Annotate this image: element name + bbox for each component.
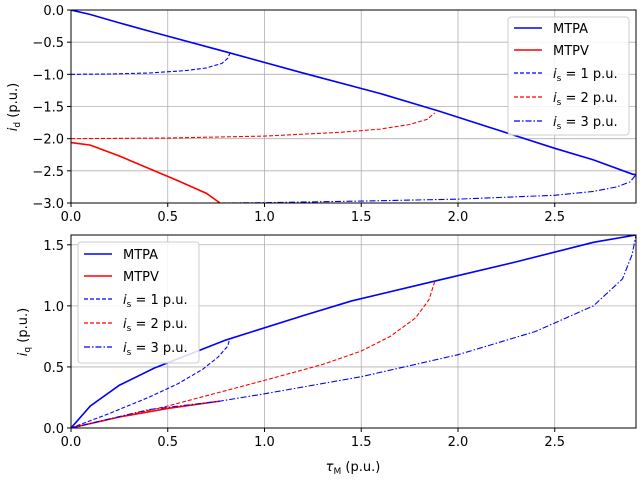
legend-is3-label: is = 3 p.u. <box>553 115 618 132</box>
id-series-group <box>71 10 636 203</box>
iq-legend: MTPA MTPV is = 1 p.u. is = 2 p.u. is = 3… <box>77 241 200 364</box>
iq-plot-panel: 0.0 0.5 1.0 1.5 2.0 2.5 0.0 0.5 1.0 1.5 iq (p.u.)… <box>16 234 637 477</box>
id-series-is2 <box>71 112 436 140</box>
iq-series-is2 <box>71 281 436 428</box>
id-series-is1 <box>71 53 231 75</box>
id-x-tick-label: 0.5 <box>157 210 178 225</box>
id-series-is3 <box>219 174 636 203</box>
legend-is1-label: is = 1 p.u. <box>553 67 618 84</box>
legend-mtpv-label: MTPV <box>553 44 589 59</box>
id-x-tick-label: 1.0 <box>254 210 275 225</box>
legend-is2-label: is = 2 p.u. <box>553 91 618 108</box>
id-y-tick-label: −3.0 <box>32 197 64 212</box>
iq-tick-labels: 0.0 0.5 1.0 1.5 2.0 2.5 0.0 0.5 1.0 1.5 <box>43 239 565 450</box>
legend-is1-label: is = 1 p.u. <box>123 293 188 310</box>
id-tick-labels: 0.0 0.5 1.0 1.5 2.0 2.5 0.0 −0.5 −1.0 −1.5 −2.0 −2.… <box>32 4 565 225</box>
id-series-mtpa <box>71 10 636 176</box>
id-y-tick-label: −2.0 <box>32 133 64 148</box>
iq-tick-marks <box>67 244 556 432</box>
id-legend: MTPA MTPV is = 1 p.u. is = 2 p.u. is = 3… <box>507 16 630 136</box>
id-tick-marks <box>67 9 556 207</box>
iq-x-tick-label: 2.0 <box>448 435 469 450</box>
iq-y-tick-label: 1.0 <box>43 300 64 315</box>
iq-x-tick-label: 0.5 <box>157 435 178 450</box>
iq-x-tick-label: 1.0 <box>254 435 275 450</box>
id-y-tick-label: −1.0 <box>32 68 64 83</box>
iq-series-is1 <box>71 338 231 428</box>
iq-plot-frame <box>70 234 637 429</box>
id-series-mtpv <box>71 141 221 203</box>
iq-x-tick-label: 2.5 <box>544 435 565 450</box>
id-y-tick-label: −0.5 <box>32 36 64 51</box>
legend-is2-label: is = 2 p.u. <box>123 317 188 334</box>
iq-y-tick-label: 0.5 <box>43 361 64 376</box>
iq-y-tick-label: 1.5 <box>43 239 64 254</box>
id-plot-panel: 0.0 0.5 1.0 1.5 2.0 2.5 0.0 −0.5 −1.0 −1.5 −2.0 −2.… <box>6 4 637 225</box>
id-x-tick-label: 2.0 <box>448 210 469 225</box>
id-y-tick-label: −2.5 <box>32 165 64 180</box>
iq-x-tick-label: 1.5 <box>351 435 372 450</box>
iq-series-group <box>71 235 636 428</box>
iq-axis-label: iq (p.u.) <box>16 308 33 356</box>
iq-y-tick-label: 0.0 <box>43 422 64 437</box>
id-y-tick-label: −1.5 <box>32 101 64 116</box>
legend-is3-label: is = 3 p.u. <box>123 341 188 358</box>
iq-series-mtpa <box>71 235 636 428</box>
iq-series-is3 <box>71 235 636 428</box>
id-y-tick-label: 0.0 <box>43 4 64 19</box>
id-x-tick-label: 1.5 <box>351 210 372 225</box>
legend-mtpv-label: MTPV <box>123 270 159 285</box>
legend-mtpa-label: MTPA <box>123 248 158 263</box>
iq-x-tick-label: 0.0 <box>61 435 82 450</box>
id-x-tick-label: 2.5 <box>544 210 565 225</box>
id-x-tick-label: 0.0 <box>61 210 82 225</box>
id-axis-label: id (p.u.) <box>6 83 23 131</box>
torque-axis-label: τM (p.u.) <box>326 460 381 477</box>
legend-mtpa-label: MTPA <box>553 22 588 37</box>
